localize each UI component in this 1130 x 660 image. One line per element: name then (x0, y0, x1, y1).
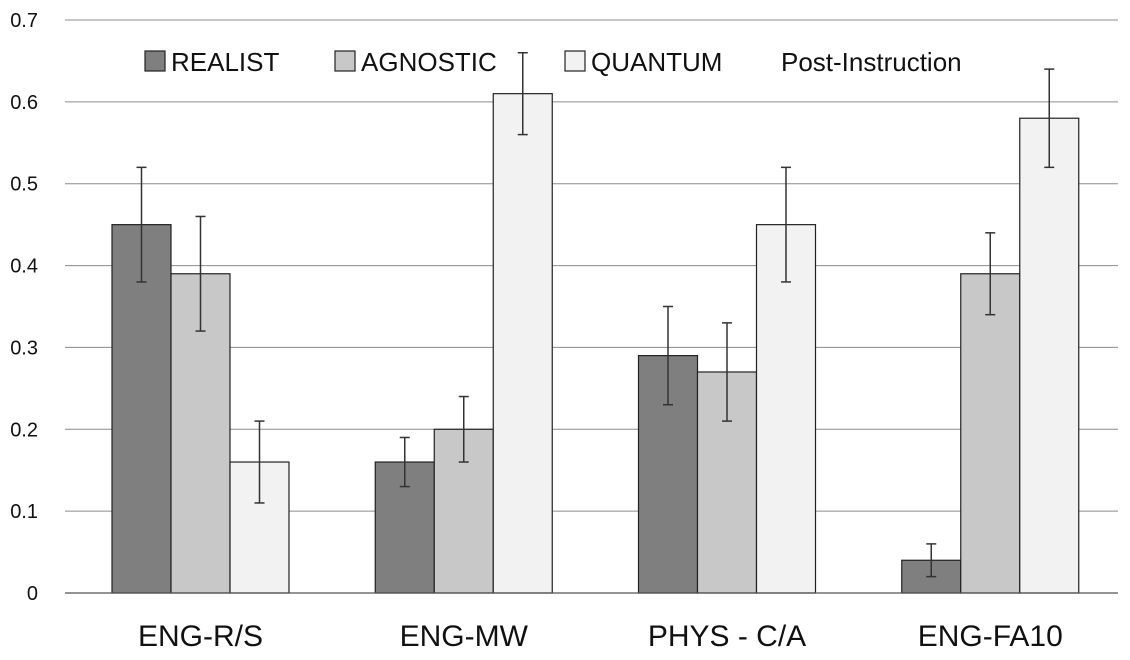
x-tick-label: PHYS - C/A (648, 620, 806, 653)
y-tick-label: 0.3 (10, 337, 38, 359)
legend-label: AGNOSTIC (361, 47, 497, 77)
y-tick-label: 0.5 (10, 174, 38, 196)
legend-label: REALIST (171, 47, 279, 77)
bar (755, 224, 817, 594)
y-tick-label: 0.7 (10, 10, 38, 32)
legend-swatch (564, 50, 586, 72)
y-tick-label: 0.6 (10, 92, 38, 114)
chart-annotation: Post-Instruction (781, 47, 962, 77)
bar (111, 224, 172, 594)
y-tick-label: 0 (27, 583, 38, 605)
legend-label: QUANTUM (591, 47, 722, 77)
y-tick-label: 0.1 (10, 501, 38, 523)
bar (492, 93, 553, 594)
x-tick-label: ENG-R/S (138, 620, 263, 653)
bar (960, 273, 1021, 594)
x-tick-label: ENG-FA10 (918, 620, 1063, 653)
x-tick-label: ENG-MW (400, 620, 529, 653)
legend-swatch (334, 50, 356, 72)
y-tick-label: 0.4 (10, 256, 38, 278)
legend-swatch (144, 50, 166, 72)
bar (1019, 117, 1080, 594)
y-tick-label: 0.2 (10, 419, 38, 441)
